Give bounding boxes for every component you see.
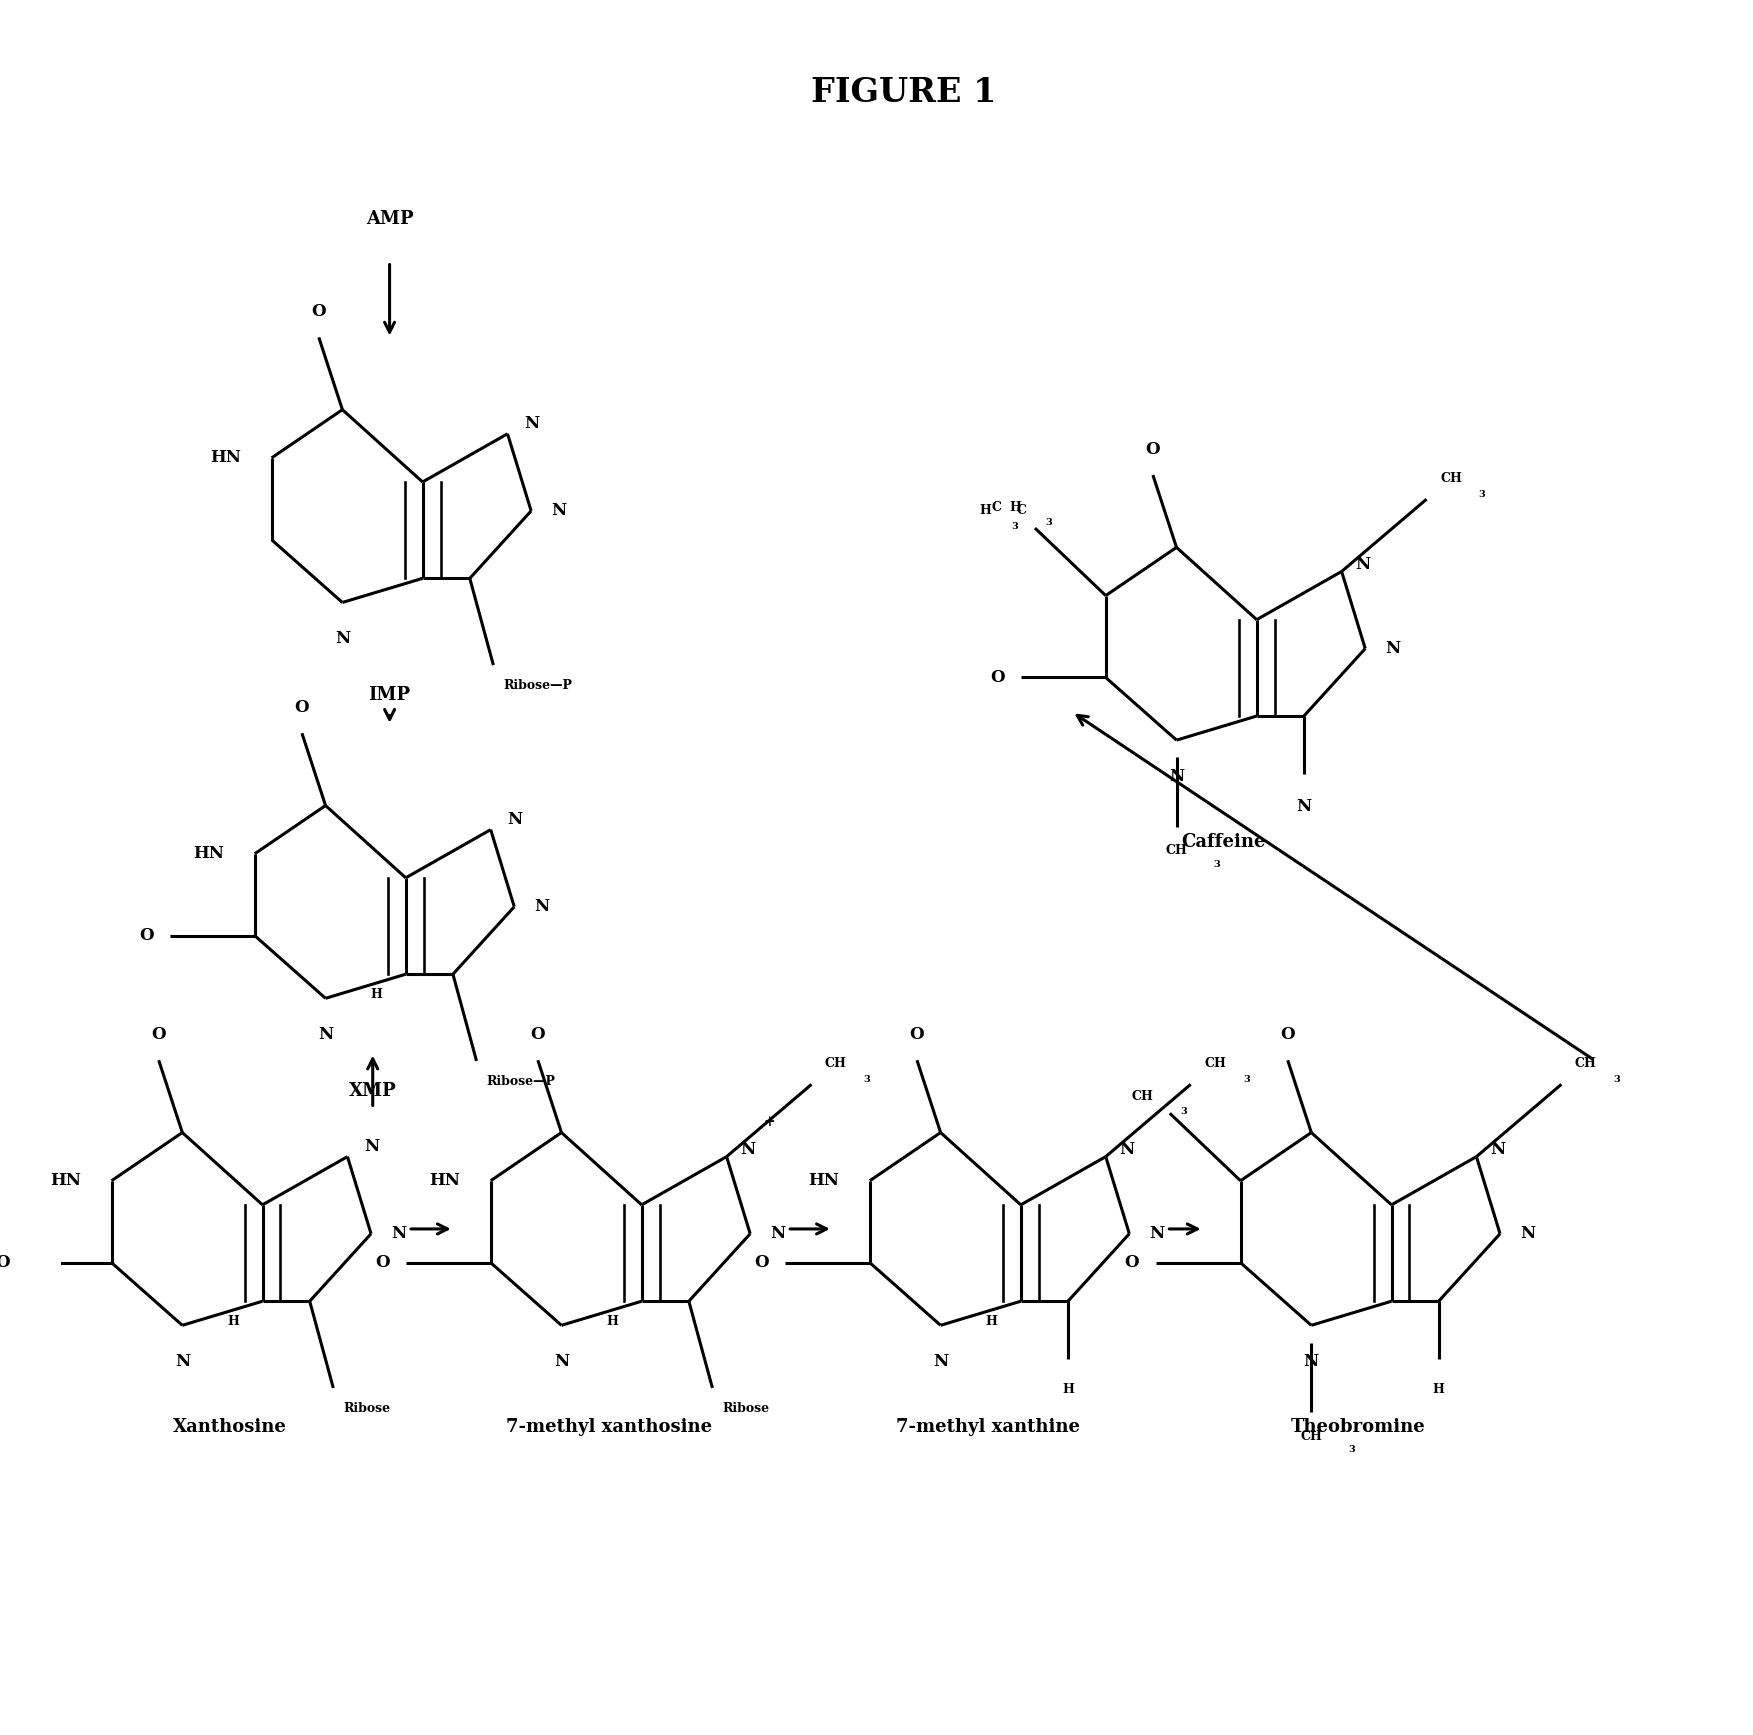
Text: Xanthosine: Xanthosine [172, 1417, 286, 1437]
Text: 3: 3 [1180, 1107, 1187, 1116]
Text: IMP: IMP [368, 687, 410, 704]
Text: XMP: XMP [349, 1083, 396, 1100]
Text: N: N [391, 1225, 407, 1242]
Text: O: O [754, 1254, 768, 1272]
Text: O: O [990, 670, 1004, 685]
Text: 3: 3 [864, 1074, 871, 1084]
Text: N: N [1304, 1353, 1318, 1371]
Text: Ribose—P: Ribose—P [487, 1076, 556, 1088]
Text: H: H [1062, 1383, 1075, 1397]
Text: HN: HN [210, 449, 242, 467]
Text: N: N [1169, 767, 1183, 784]
Text: N: N [335, 630, 351, 647]
Text: H: H [370, 989, 382, 1001]
Text: N: N [1355, 557, 1371, 573]
Text: HN: HN [193, 845, 224, 862]
Text: CH: CH [1204, 1057, 1225, 1070]
Text: Theobromine: Theobromine [1292, 1417, 1425, 1437]
Text: N: N [508, 810, 522, 828]
Text: AMP: AMP [366, 210, 414, 227]
Text: 3: 3 [1045, 519, 1052, 527]
Text: O: O [1280, 1025, 1295, 1043]
Text: Ribose: Ribose [722, 1402, 770, 1416]
Text: N: N [524, 415, 540, 432]
Text: H: H [1010, 501, 1022, 514]
Text: N: N [1385, 640, 1401, 658]
Text: H: H [607, 1315, 619, 1329]
Text: 3: 3 [1348, 1445, 1355, 1454]
Text: H: H [980, 505, 990, 517]
Text: O: O [151, 1025, 167, 1043]
Text: HN: HN [808, 1173, 840, 1188]
Text: C: C [990, 501, 1001, 514]
Text: N: N [317, 1025, 333, 1043]
Text: HN: HN [429, 1173, 461, 1188]
Text: N: N [933, 1353, 948, 1371]
Text: O: O [312, 304, 326, 319]
Text: 3: 3 [1213, 861, 1220, 869]
Text: H: H [228, 1315, 238, 1329]
Text: O: O [1146, 441, 1160, 458]
Text: N: N [365, 1138, 379, 1156]
Text: CH: CH [826, 1057, 847, 1070]
Text: CH: CH [1301, 1430, 1322, 1444]
Text: N: N [175, 1353, 189, 1371]
Text: N: N [554, 1353, 570, 1371]
Text: N: N [740, 1142, 756, 1159]
Text: 3: 3 [1480, 489, 1485, 498]
Text: CH: CH [1574, 1057, 1597, 1070]
Text: Ribose—P: Ribose—P [503, 678, 573, 692]
Text: O: O [295, 699, 309, 717]
Text: N: N [1520, 1225, 1536, 1242]
Text: O: O [138, 926, 154, 944]
Text: C: C [1017, 505, 1027, 517]
Text: O: O [1125, 1254, 1139, 1272]
Text: 3: 3 [1243, 1074, 1250, 1084]
Text: 3: 3 [1011, 522, 1018, 531]
Text: HN: HN [51, 1173, 81, 1188]
Text: 3: 3 [1613, 1074, 1620, 1084]
Text: +: + [764, 1116, 775, 1129]
Text: N: N [1150, 1225, 1164, 1242]
Text: 7-methyl xanthosine: 7-methyl xanthosine [505, 1417, 712, 1437]
Text: O: O [375, 1254, 389, 1272]
Text: N: N [1490, 1142, 1506, 1159]
Text: O: O [0, 1254, 11, 1272]
Text: 7-methyl xanthine: 7-methyl xanthine [896, 1417, 1080, 1437]
Text: N: N [1295, 798, 1311, 815]
Text: H: H [985, 1315, 997, 1329]
Text: N: N [770, 1225, 785, 1242]
Text: FIGURE 1: FIGURE 1 [812, 76, 996, 109]
Text: N: N [552, 503, 566, 519]
Text: O: O [910, 1025, 924, 1043]
Text: N: N [535, 899, 550, 916]
Text: CH: CH [1439, 472, 1462, 486]
Text: CH: CH [1131, 1090, 1153, 1102]
Text: H: H [1432, 1383, 1444, 1397]
Text: CH: CH [1166, 845, 1187, 857]
Text: Caffeine: Caffeine [1182, 833, 1266, 850]
Text: O: O [531, 1025, 545, 1043]
Text: Ribose: Ribose [344, 1402, 391, 1416]
Text: N: N [1118, 1142, 1134, 1159]
